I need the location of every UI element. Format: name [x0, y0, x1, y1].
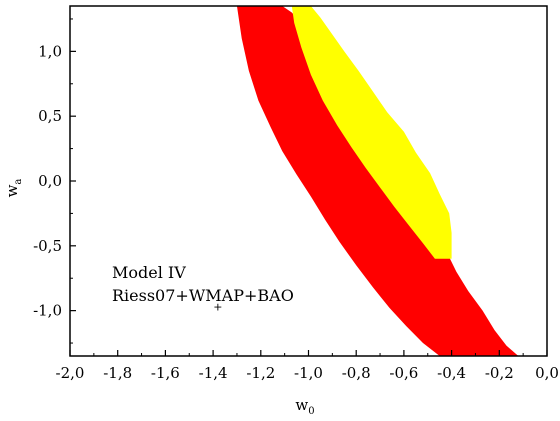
y-axis-title: wa: [3, 179, 24, 198]
y-axis-title-subscript: a: [13, 179, 24, 185]
y-tick-label: -0,5: [33, 237, 62, 255]
x-axis-title-subscript: 0: [308, 406, 314, 417]
x-tick-label: -2,0: [56, 364, 85, 382]
confidence-regions: [236, 6, 519, 356]
x-tick-label: -1,2: [246, 364, 275, 382]
y-tick-label: 1,0: [38, 42, 62, 60]
x-axis: -2,0 -1,8 -1,6 -1,4 -1,2 -1,0 -0,8 -0,6 -0,4 -0,2…: [56, 350, 559, 382]
x-tick-label: -0,4: [437, 364, 466, 382]
x-tick-label: -1,8: [103, 364, 132, 382]
y-axis: -1,0 -0,5 0,0 0,5 1,0: [33, 18, 76, 344]
best-fit-marker: +: [213, 301, 222, 314]
x-tick-label: -1,6: [151, 364, 180, 382]
region-1-sigma: [291, 6, 452, 259]
x-axis-title: w0: [295, 396, 314, 417]
x-tick-label: -0,6: [389, 364, 418, 382]
x-tick-label: -1,4: [199, 364, 228, 382]
x-tick-label: -1,0: [294, 364, 323, 382]
x-tick-label: -0,2: [485, 364, 514, 382]
x-tick-label: -0,8: [342, 364, 371, 382]
x-tick-label: 0,0: [535, 364, 559, 382]
y-tick-label: 0,5: [38, 107, 62, 125]
y-tick-label: -1,0: [33, 302, 62, 320]
x-axis-title-main: w: [295, 396, 308, 414]
annotation-model: Model IV: [112, 263, 186, 282]
y-axis-title-main: w: [3, 184, 21, 197]
y-tick-label: 0,0: [38, 172, 62, 190]
annotation-dataset: Riess07+WMAP+BAO: [112, 286, 294, 305]
